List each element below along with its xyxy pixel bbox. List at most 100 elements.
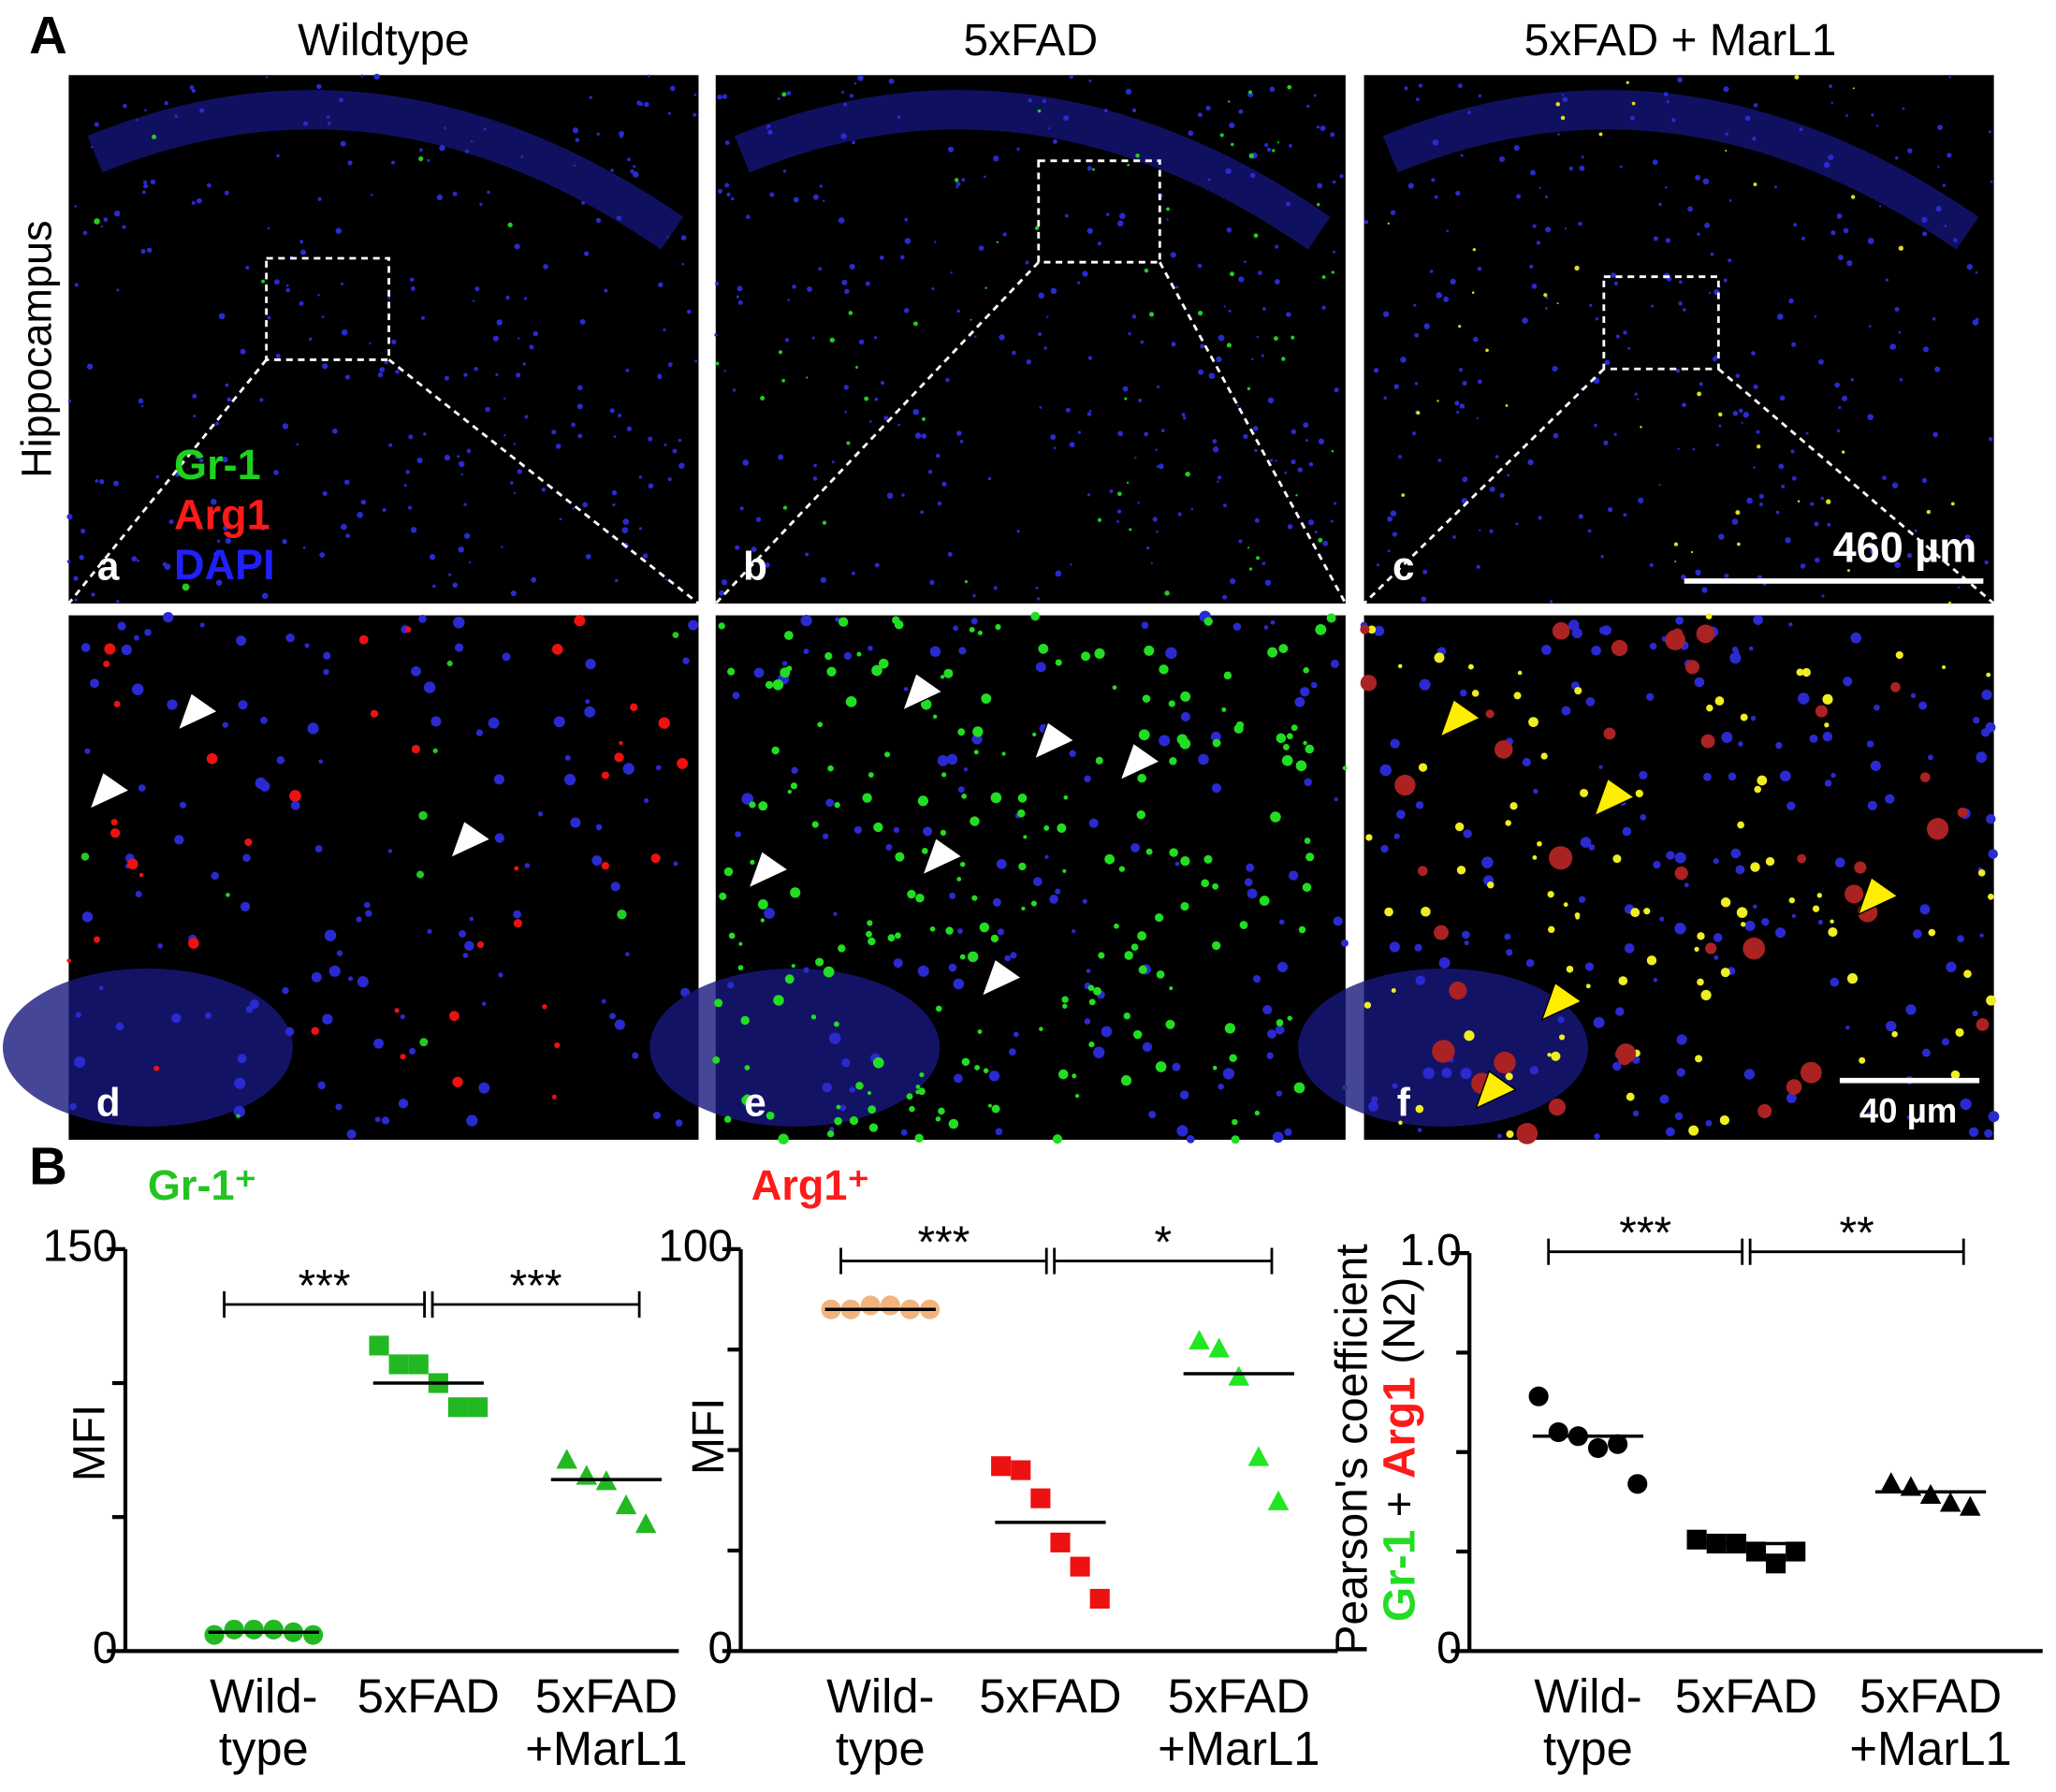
x-tick-label: 5xFAD: [1675, 1669, 1817, 1723]
stain-dot: [1124, 397, 1128, 401]
stain-dot: [579, 318, 586, 325]
channel-legend: Gr-1: [174, 441, 261, 488]
stain-dot: [1732, 410, 1739, 416]
stain-dot: [1736, 542, 1741, 546]
stain-dot: [834, 802, 840, 809]
stain-dot: [1793, 223, 1798, 227]
stain-dot: [1001, 751, 1006, 756]
stain-dot: [493, 774, 504, 785]
stain-dot: [1039, 1027, 1043, 1031]
stain-dot: [1705, 942, 1717, 954]
stain-dot: [492, 335, 499, 342]
stain-dot: [1062, 868, 1067, 873]
stain-dot: [1674, 1112, 1684, 1121]
stain-dot: [1649, 562, 1654, 567]
stain-dot: [322, 363, 328, 370]
stain-dot: [1086, 166, 1093, 171]
stain-dot: [767, 129, 773, 136]
stain-dot: [633, 165, 636, 168]
stain-dot: [1607, 506, 1613, 513]
stain-dot: [1075, 1093, 1080, 1099]
stain-dot: [617, 909, 627, 920]
stain-dot: [1267, 397, 1275, 404]
stain-dot: [514, 866, 519, 871]
stain-dot: [1181, 413, 1186, 417]
stain-dot: [1331, 449, 1334, 453]
stain-dot: [718, 188, 723, 194]
stain-dot: [1156, 465, 1159, 468]
stain-dot: [719, 892, 727, 900]
stain-dot: [1198, 369, 1204, 375]
stain-dot: [253, 473, 258, 479]
stain-dot: [813, 463, 817, 468]
stain-dot: [1791, 913, 1797, 919]
stain-dot: [846, 441, 851, 445]
stain-dot: [571, 422, 576, 428]
stain-dot: [921, 847, 928, 854]
stain-dot: [572, 507, 575, 510]
stain-dot: [141, 190, 146, 195]
data-point: [860, 1295, 881, 1316]
stain-dot: [1581, 155, 1584, 159]
stain-dot: [363, 901, 371, 909]
stain-dot: [1713, 933, 1723, 942]
stain-dot: [1932, 317, 1936, 321]
stain-dot: [1129, 528, 1132, 532]
stain-dot: [829, 337, 835, 343]
stain-dot: [917, 795, 928, 807]
stain-dot: [427, 158, 430, 163]
stain-dot: [1664, 186, 1668, 189]
significance-bracket: [223, 1290, 427, 1319]
stain-dot: [1164, 590, 1170, 596]
stain-dot: [1651, 304, 1655, 308]
stain-dot: [395, 370, 400, 374]
stain-dot: [488, 717, 500, 729]
stain-dot: [502, 652, 511, 662]
stain-dot: [1421, 906, 1431, 917]
stain-dot: [1411, 431, 1417, 436]
zoom-box: [265, 256, 390, 361]
stain-dot: [94, 122, 99, 127]
stain-dot: [1266, 1052, 1274, 1059]
stain-dot: [792, 284, 796, 289]
stain-dot: [1267, 647, 1278, 658]
stain-dot: [1212, 439, 1218, 444]
stain-dot: [282, 986, 289, 995]
stain-dot: [1794, 75, 1800, 80]
stain-dot: [1287, 84, 1292, 90]
stain-dot: [999, 334, 1005, 341]
stain-dot: [1276, 733, 1287, 744]
stain-dot: [1438, 956, 1451, 969]
stain-dot: [835, 617, 840, 622]
stain-dot: [1731, 646, 1739, 653]
stain-dot: [570, 817, 581, 828]
stain-dot: [1919, 772, 1931, 782]
stain-dot: [139, 872, 144, 878]
stain-dot: [191, 88, 197, 94]
stain-dot: [1072, 929, 1076, 934]
stain-dot: [950, 271, 953, 274]
stain-dot: [1574, 265, 1580, 271]
stain-dot: [1134, 456, 1137, 459]
stain-dot: [1730, 848, 1742, 859]
stain-dot: [74, 598, 78, 602]
stain-dot: [131, 683, 144, 696]
stain-dot: [1652, 159, 1658, 166]
micrograph: [68, 75, 699, 604]
stain-dot: [715, 361, 720, 366]
stain-dot: [1591, 645, 1601, 656]
stain-dot: [398, 1098, 409, 1109]
zoom-box: [1037, 159, 1161, 264]
stain-dot: [935, 453, 941, 459]
arrowhead: [901, 672, 944, 712]
stain-dot: [463, 503, 467, 506]
stain-dot: [123, 104, 127, 109]
stain-dot: [1104, 853, 1115, 865]
stain-dot: [667, 111, 671, 115]
stain-dot: [913, 321, 918, 327]
stain-dot: [622, 518, 630, 525]
stain-dot: [1850, 378, 1854, 382]
stain-dot: [452, 582, 459, 589]
stain-dot: [1212, 738, 1221, 748]
stain-dot: [1262, 1005, 1273, 1015]
